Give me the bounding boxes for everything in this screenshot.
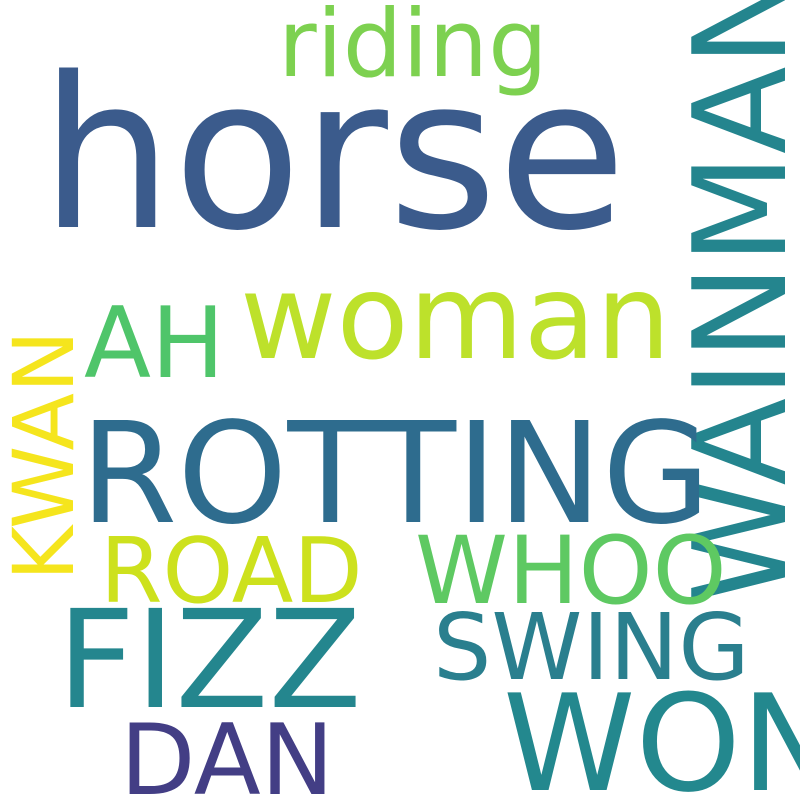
word-horse: horse xyxy=(40,32,627,277)
word-riding: riding xyxy=(278,0,548,99)
word-woman: woman xyxy=(240,248,671,386)
word-won: WON xyxy=(503,666,800,800)
word-rotting: ROTTING xyxy=(80,393,711,556)
word-fizz: FIZZ xyxy=(57,582,362,740)
word-road: ROAD xyxy=(100,519,363,624)
word-ah: AH xyxy=(84,287,225,401)
word-swing: SWING xyxy=(433,594,750,701)
word-kwan: KWAN xyxy=(0,330,93,581)
word-dan: DAN xyxy=(120,704,335,800)
word-whoo: WHOO xyxy=(415,517,727,626)
